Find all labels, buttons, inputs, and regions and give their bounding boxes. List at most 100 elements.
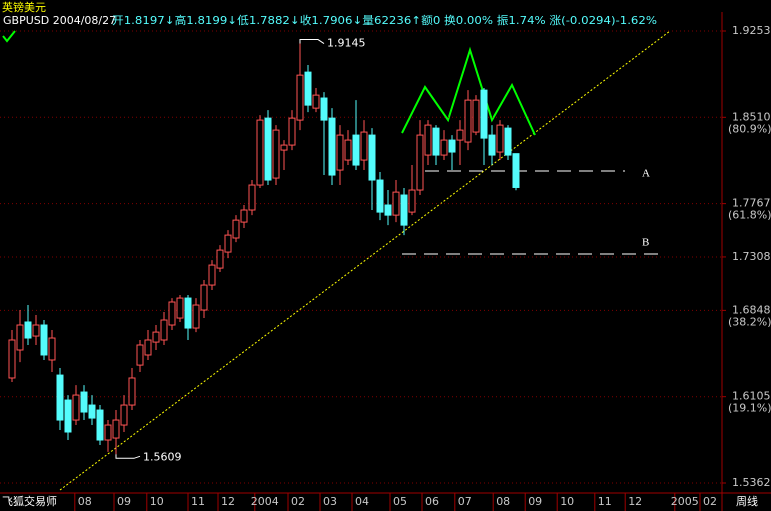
candle-body <box>288 117 296 146</box>
trend-line <box>59 30 671 491</box>
brand: 飞狐交易师 <box>2 494 57 508</box>
y-tick-label: 1.6848 <box>732 303 771 316</box>
candle-body <box>464 99 472 143</box>
candle-body <box>80 391 88 413</box>
candle-body <box>264 117 272 181</box>
x-tick-label: 06 <box>425 495 439 508</box>
candle-body <box>472 99 480 133</box>
candle-body <box>136 344 144 366</box>
candle-body <box>208 264 216 286</box>
y-tick-label: 1.6105 <box>732 390 771 403</box>
x-tick-label: 11 <box>598 495 612 508</box>
candle-body <box>96 409 104 441</box>
candle-body <box>168 301 176 326</box>
candle-body <box>400 194 408 226</box>
x-tick-label: 04 <box>355 495 369 508</box>
candle-body <box>344 139 352 161</box>
candle-body <box>24 321 32 339</box>
candle-body <box>280 144 288 151</box>
x-tick-label: 10 <box>150 495 164 508</box>
candle-body <box>304 71 312 106</box>
candle-body <box>152 331 160 343</box>
y-tick-label: 1.5362 <box>732 476 771 489</box>
candle-body <box>8 339 16 379</box>
x-tick-label: 12 <box>221 495 235 508</box>
candle-body <box>384 204 392 216</box>
candle-body <box>328 117 336 176</box>
candle-body <box>504 127 512 156</box>
candle-body <box>440 139 448 156</box>
period: 周线 <box>736 494 758 508</box>
candle-body <box>256 119 264 186</box>
candle-body <box>128 377 136 406</box>
candle-body <box>200 284 208 311</box>
x-tick-label: 03 <box>323 495 337 508</box>
x-tick-label: 2004 <box>251 495 279 508</box>
annotation-leader <box>299 39 325 44</box>
candle-body <box>296 74 304 121</box>
candle-body <box>176 297 184 319</box>
candle-body <box>360 131 368 161</box>
candle-body <box>88 404 96 419</box>
low-annotation: 1.5609 <box>143 450 182 463</box>
x-tick-label: 2005 <box>671 495 699 508</box>
quote-info: 开1.8197↓高1.8199↓低1.7882↓收1.7906↓量62236↑额… <box>112 13 657 27</box>
y-tick-label: 1.9253 <box>732 24 771 37</box>
candle-body <box>352 134 360 166</box>
candle-body <box>216 249 224 269</box>
candle-body <box>112 419 120 439</box>
candle-body <box>512 153 520 188</box>
candle-body <box>72 394 80 421</box>
y-tick-label: 1.7308 <box>732 250 771 263</box>
candle-body <box>120 404 128 426</box>
candle-body <box>408 189 416 213</box>
symbol-date: GBPUSD 2004/08/27 <box>3 14 116 27</box>
candle-body <box>104 424 112 441</box>
candle-body <box>272 129 280 179</box>
candle-body <box>184 297 192 329</box>
candle-body <box>56 374 64 421</box>
candle-body <box>240 209 248 223</box>
y-tick-label: 1.7767 <box>732 197 771 210</box>
candle-body <box>192 304 200 329</box>
x-tick-label: 07 <box>458 495 472 508</box>
y-tick-note: (80.9%) <box>728 122 771 135</box>
candle-body <box>336 134 344 171</box>
high-annotation: 1.9145 <box>327 37 366 50</box>
y-tick-note: (38.2%) <box>728 315 771 328</box>
candle-body <box>16 324 24 351</box>
x-tick-label: 02 <box>291 495 305 508</box>
y-tick-note: (19.1%) <box>728 402 771 415</box>
x-tick-label: 02 <box>703 495 717 508</box>
candle-body <box>320 97 328 121</box>
level-label: B <box>642 237 649 249</box>
candle-body <box>312 94 320 109</box>
candle-body <box>224 234 232 253</box>
candle-body <box>416 134 424 191</box>
candle-body <box>48 337 56 361</box>
annotation-leader <box>115 454 141 459</box>
candle-body <box>488 134 496 156</box>
y-tick-label: 1.8510 <box>732 110 771 123</box>
instrument-name: 英镑美元 <box>2 0 46 14</box>
candle-body <box>248 184 256 211</box>
candle-body <box>232 219 240 239</box>
x-tick-label: 08 <box>496 495 510 508</box>
candle-body <box>32 324 40 337</box>
x-tick-label: 09 <box>528 495 542 508</box>
candle-body <box>392 191 400 216</box>
x-tick-label: 08 <box>78 495 92 508</box>
candle-body <box>160 319 168 341</box>
candle-body <box>456 129 464 141</box>
candle-body <box>448 139 456 153</box>
candle-body <box>376 179 384 213</box>
candle-body <box>368 134 376 181</box>
candle-body <box>480 89 488 139</box>
checkmark <box>2 30 16 43</box>
candle-body <box>144 339 152 356</box>
candle-body <box>64 399 72 433</box>
level-label: A <box>642 168 650 180</box>
y-tick-note: (61.8%) <box>728 209 771 222</box>
